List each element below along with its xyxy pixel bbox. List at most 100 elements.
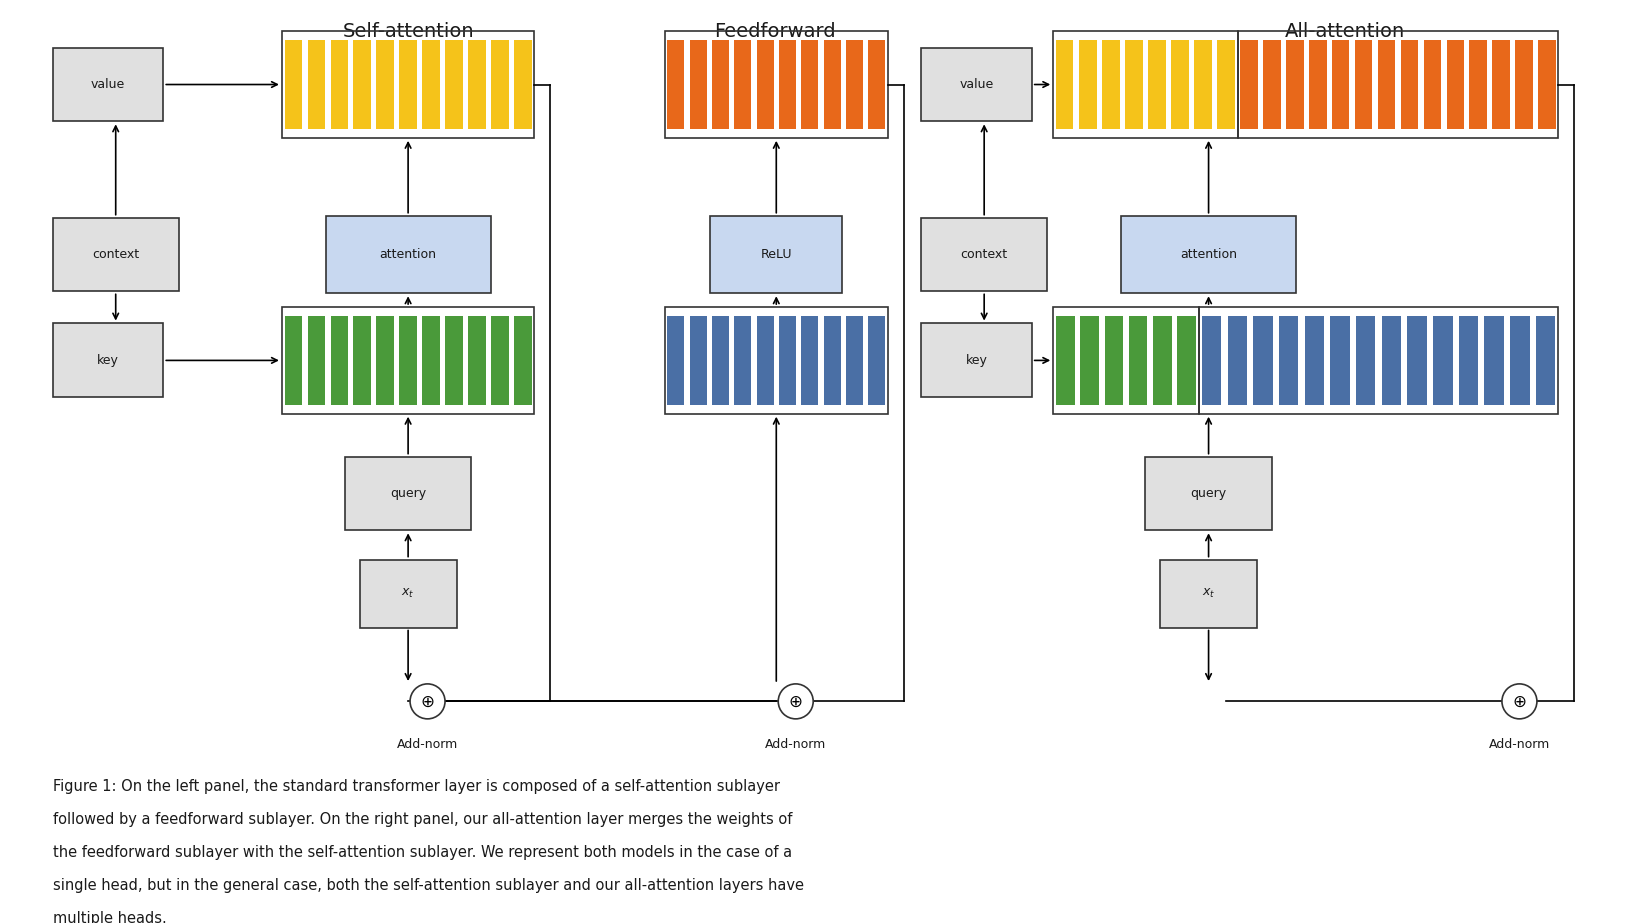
Text: the feedforward sublayer with the self-attention sublayer. We represent both mod: the feedforward sublayer with the self-a… xyxy=(52,845,792,860)
Bar xyxy=(867,40,885,129)
Bar xyxy=(667,316,683,405)
Bar xyxy=(664,307,887,414)
Bar xyxy=(688,40,706,129)
Bar xyxy=(1406,316,1426,405)
Bar xyxy=(1052,31,1237,138)
Bar xyxy=(1432,316,1452,405)
Bar xyxy=(1193,40,1211,129)
Bar xyxy=(1078,40,1096,129)
Bar xyxy=(282,31,534,138)
Bar xyxy=(1285,40,1303,129)
Bar xyxy=(1491,40,1510,129)
Bar xyxy=(285,40,302,129)
Bar xyxy=(52,218,179,292)
Bar xyxy=(282,307,534,414)
Text: multiple heads.: multiple heads. xyxy=(52,911,166,923)
Circle shape xyxy=(410,684,444,719)
Bar xyxy=(285,316,302,405)
Bar xyxy=(344,457,470,531)
Bar xyxy=(52,323,164,397)
Bar xyxy=(711,40,728,129)
Bar xyxy=(1354,40,1372,129)
Text: query: query xyxy=(1190,487,1226,500)
Text: $x_t$: $x_t$ xyxy=(402,587,415,600)
Text: ⊕: ⊕ xyxy=(1511,692,1526,711)
Text: Figure 1: On the left panel, the standard transformer layer is composed of a sel: Figure 1: On the left panel, the standar… xyxy=(52,779,779,794)
Bar xyxy=(331,40,347,129)
Bar xyxy=(1121,216,1295,294)
Bar xyxy=(1239,40,1257,129)
Bar xyxy=(359,559,456,628)
Bar xyxy=(469,316,485,405)
Text: key: key xyxy=(965,354,987,367)
Text: ⊕: ⊕ xyxy=(420,692,434,711)
Text: $x_t$: $x_t$ xyxy=(1201,587,1214,600)
Text: single head, but in the general case, both the self-attention sublayer and our a: single head, but in the general case, bo… xyxy=(52,878,803,893)
Bar xyxy=(734,316,751,405)
Bar xyxy=(1380,316,1400,405)
Bar xyxy=(1237,31,1557,138)
Bar xyxy=(1514,40,1532,129)
Text: attention: attention xyxy=(1180,248,1236,261)
Bar xyxy=(1128,316,1147,405)
Bar xyxy=(710,216,842,294)
Bar xyxy=(377,40,393,129)
Bar xyxy=(400,316,416,405)
Bar xyxy=(1355,316,1375,405)
Bar xyxy=(1170,40,1188,129)
Bar xyxy=(1537,40,1555,129)
Bar xyxy=(1124,40,1142,129)
Bar xyxy=(1423,40,1441,129)
Bar xyxy=(688,316,706,405)
Bar xyxy=(1052,307,1198,414)
Bar xyxy=(921,323,1031,397)
Bar xyxy=(469,40,485,129)
Bar xyxy=(1331,40,1349,129)
Bar xyxy=(779,316,795,405)
Bar xyxy=(1159,559,1257,628)
Bar xyxy=(1198,307,1557,414)
Bar xyxy=(1278,316,1298,405)
Bar xyxy=(515,40,531,129)
Text: key: key xyxy=(97,354,118,367)
Bar xyxy=(308,40,325,129)
Bar xyxy=(1201,316,1221,405)
Bar xyxy=(846,316,862,405)
Bar xyxy=(664,307,887,414)
Bar xyxy=(667,40,683,129)
Text: query: query xyxy=(390,487,426,500)
Bar xyxy=(823,316,841,405)
Bar xyxy=(846,40,862,129)
Text: Add-norm: Add-norm xyxy=(1488,737,1549,750)
Bar xyxy=(492,40,508,129)
Bar xyxy=(282,307,534,414)
Bar xyxy=(325,216,490,294)
Text: context: context xyxy=(92,248,139,261)
Bar xyxy=(921,48,1031,122)
Bar xyxy=(331,316,347,405)
Bar xyxy=(1262,40,1280,129)
Bar xyxy=(1252,316,1272,405)
Bar xyxy=(823,40,841,129)
Bar xyxy=(1144,457,1270,531)
Bar xyxy=(756,316,774,405)
Bar xyxy=(734,40,751,129)
Bar xyxy=(1056,316,1074,405)
Bar xyxy=(1237,31,1557,138)
Bar xyxy=(423,40,439,129)
Bar xyxy=(1052,307,1198,414)
Bar xyxy=(400,40,416,129)
Bar xyxy=(446,40,462,129)
Bar xyxy=(354,316,370,405)
Bar xyxy=(1377,40,1395,129)
Bar xyxy=(664,31,887,138)
Circle shape xyxy=(1501,684,1536,719)
Bar xyxy=(1483,316,1503,405)
Bar xyxy=(1228,316,1246,405)
Bar xyxy=(354,40,370,129)
Bar xyxy=(1534,316,1554,405)
Bar xyxy=(1469,40,1487,129)
Bar xyxy=(801,316,818,405)
Bar xyxy=(423,316,439,405)
Bar xyxy=(1177,316,1195,405)
